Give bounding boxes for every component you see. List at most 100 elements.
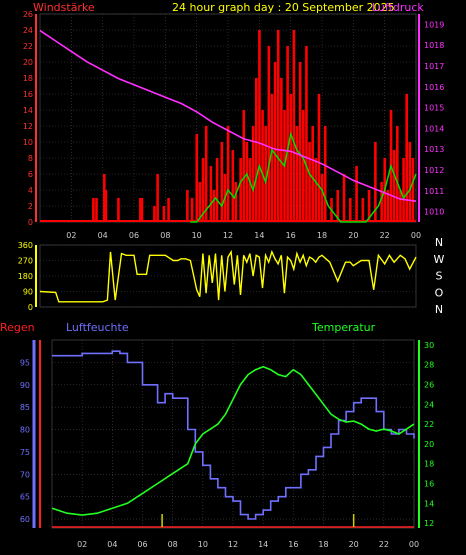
- wind-bar: [396, 126, 399, 222]
- chart-title: 24 hour graph day : 20 September 2025: [172, 1, 395, 14]
- humidity-y-tick-label: 65: [20, 493, 30, 502]
- wind-y-tick-label: 14: [23, 106, 33, 115]
- pressure-y-tick-label: 1013: [424, 145, 444, 154]
- pressure-y-tick-label: 1018: [424, 41, 444, 50]
- temperature-label: Temperatur: [311, 321, 376, 334]
- wind-bar: [234, 182, 238, 222]
- wind-y-tick-label: 16: [23, 90, 33, 99]
- wind-bar: [402, 158, 405, 222]
- wind-bar: [156, 174, 159, 222]
- wind-bar: [103, 174, 106, 222]
- wind-bar: [258, 30, 261, 222]
- wind-bar: [298, 62, 302, 222]
- wind-bar: [245, 142, 249, 222]
- x-tick-label: 10: [192, 231, 202, 240]
- pressure-y-tick-label: 1010: [424, 208, 444, 217]
- wind-bar: [195, 134, 199, 222]
- direction-y-tick-label: 180: [18, 272, 33, 281]
- wind-y-tick-label: 12: [23, 122, 33, 131]
- wind-bar: [408, 142, 412, 222]
- wind-bar: [117, 198, 120, 222]
- panels-group: 02 04 06 08 10 12 14 16 18 20 22 000246810121416182…: [18, 10, 445, 549]
- direction-y-tick-label: 90: [23, 288, 33, 297]
- x-tick-label: 10: [198, 540, 208, 549]
- temperature-y-tick-label: 24: [424, 400, 434, 409]
- wind-bar: [305, 46, 308, 222]
- wind-bar: [311, 126, 314, 222]
- humidity-label: Luftfeuchte: [66, 321, 129, 334]
- temperature-y-tick-label: 12: [424, 519, 434, 528]
- x-tick-label: 02: [66, 231, 76, 240]
- wind-bar: [386, 190, 390, 222]
- wind-bar: [251, 126, 255, 222]
- temperature-y-tick-label: 14: [424, 499, 434, 508]
- wind-bar: [270, 94, 274, 222]
- rain-label: Regen: [0, 321, 35, 334]
- temperature-y-tick-label: 22: [424, 420, 434, 429]
- wind-bar: [295, 126, 299, 222]
- wind-bar: [411, 158, 415, 222]
- wind-bar: [212, 190, 216, 222]
- wind-bar: [380, 182, 383, 222]
- humidity-y-tick-label: 90: [20, 381, 30, 390]
- wind-y-tick-label: 4: [28, 186, 33, 195]
- x-tick-label: 20: [349, 540, 359, 549]
- pressure-line: [39, 29, 417, 202]
- pressure-axis-title: Luftdruck: [372, 1, 424, 14]
- wind-bar: [314, 158, 318, 222]
- direction-y-tick-label: 360: [18, 241, 33, 250]
- wind-bar: [367, 190, 371, 222]
- pressure-y-tick-label: 1019: [424, 20, 444, 29]
- x-tick-label: 12: [223, 231, 233, 240]
- wind-bar: [273, 62, 277, 222]
- wind-bar: [220, 142, 224, 222]
- wind-bar: [139, 198, 142, 222]
- direction-y-tick-label: 0: [28, 303, 33, 312]
- x-tick-label: 12: [228, 540, 238, 549]
- humidity-y-tick-label: 85: [20, 403, 30, 412]
- wind-bar: [186, 190, 189, 222]
- wind-bar: [399, 190, 402, 222]
- wind-bar: [242, 110, 246, 222]
- x-tick-label: 08: [168, 540, 178, 549]
- wind-y-tick-label: 20: [23, 58, 33, 67]
- wind-y-tick-label: 24: [23, 26, 33, 35]
- wind-bar: [239, 158, 242, 222]
- compass-label: O: [435, 286, 444, 299]
- x-tick-label: 04: [98, 231, 108, 240]
- wind-y-tick-label: 2: [28, 202, 33, 211]
- compass-label: N: [435, 236, 443, 249]
- x-tick-label: 16: [286, 231, 296, 240]
- wind-bar: [261, 110, 264, 222]
- x-tick-label: 04: [107, 540, 117, 549]
- temperature-y-tick-label: 18: [424, 460, 434, 469]
- wind-y-tick-label: 18: [23, 74, 33, 83]
- humidity-y-tick-label: 75: [20, 448, 30, 457]
- wind-bar: [190, 198, 194, 222]
- wind-y-tick-label: 10: [23, 138, 33, 147]
- compass-label: N: [435, 303, 443, 316]
- direction-line: [39, 249, 417, 303]
- temperature-y-tick-label: 26: [424, 381, 434, 390]
- wind-bar: [198, 182, 202, 222]
- x-tick-label: 16: [288, 540, 298, 549]
- pressure-y-tick-label: 1016: [424, 83, 444, 92]
- wind-axis-title: Windstärke: [33, 1, 95, 14]
- wind-bar: [355, 166, 358, 222]
- wind-bar: [336, 190, 340, 222]
- wind-bar: [209, 166, 213, 222]
- direction-plot-frame: [39, 244, 417, 308]
- temperature-y-tick-label: 28: [424, 361, 434, 370]
- wind-bar: [201, 158, 205, 222]
- wind-bar: [255, 78, 258, 222]
- wind-y-tick-label: 6: [28, 170, 33, 179]
- wind-bar: [267, 46, 271, 222]
- wind-bar: [95, 198, 98, 222]
- x-tick-label: 06: [129, 231, 139, 240]
- compass-label: W: [434, 253, 445, 266]
- wind-bar: [231, 150, 235, 222]
- x-tick-label: 08: [160, 231, 170, 240]
- wind-y-tick-label: 8: [28, 154, 33, 163]
